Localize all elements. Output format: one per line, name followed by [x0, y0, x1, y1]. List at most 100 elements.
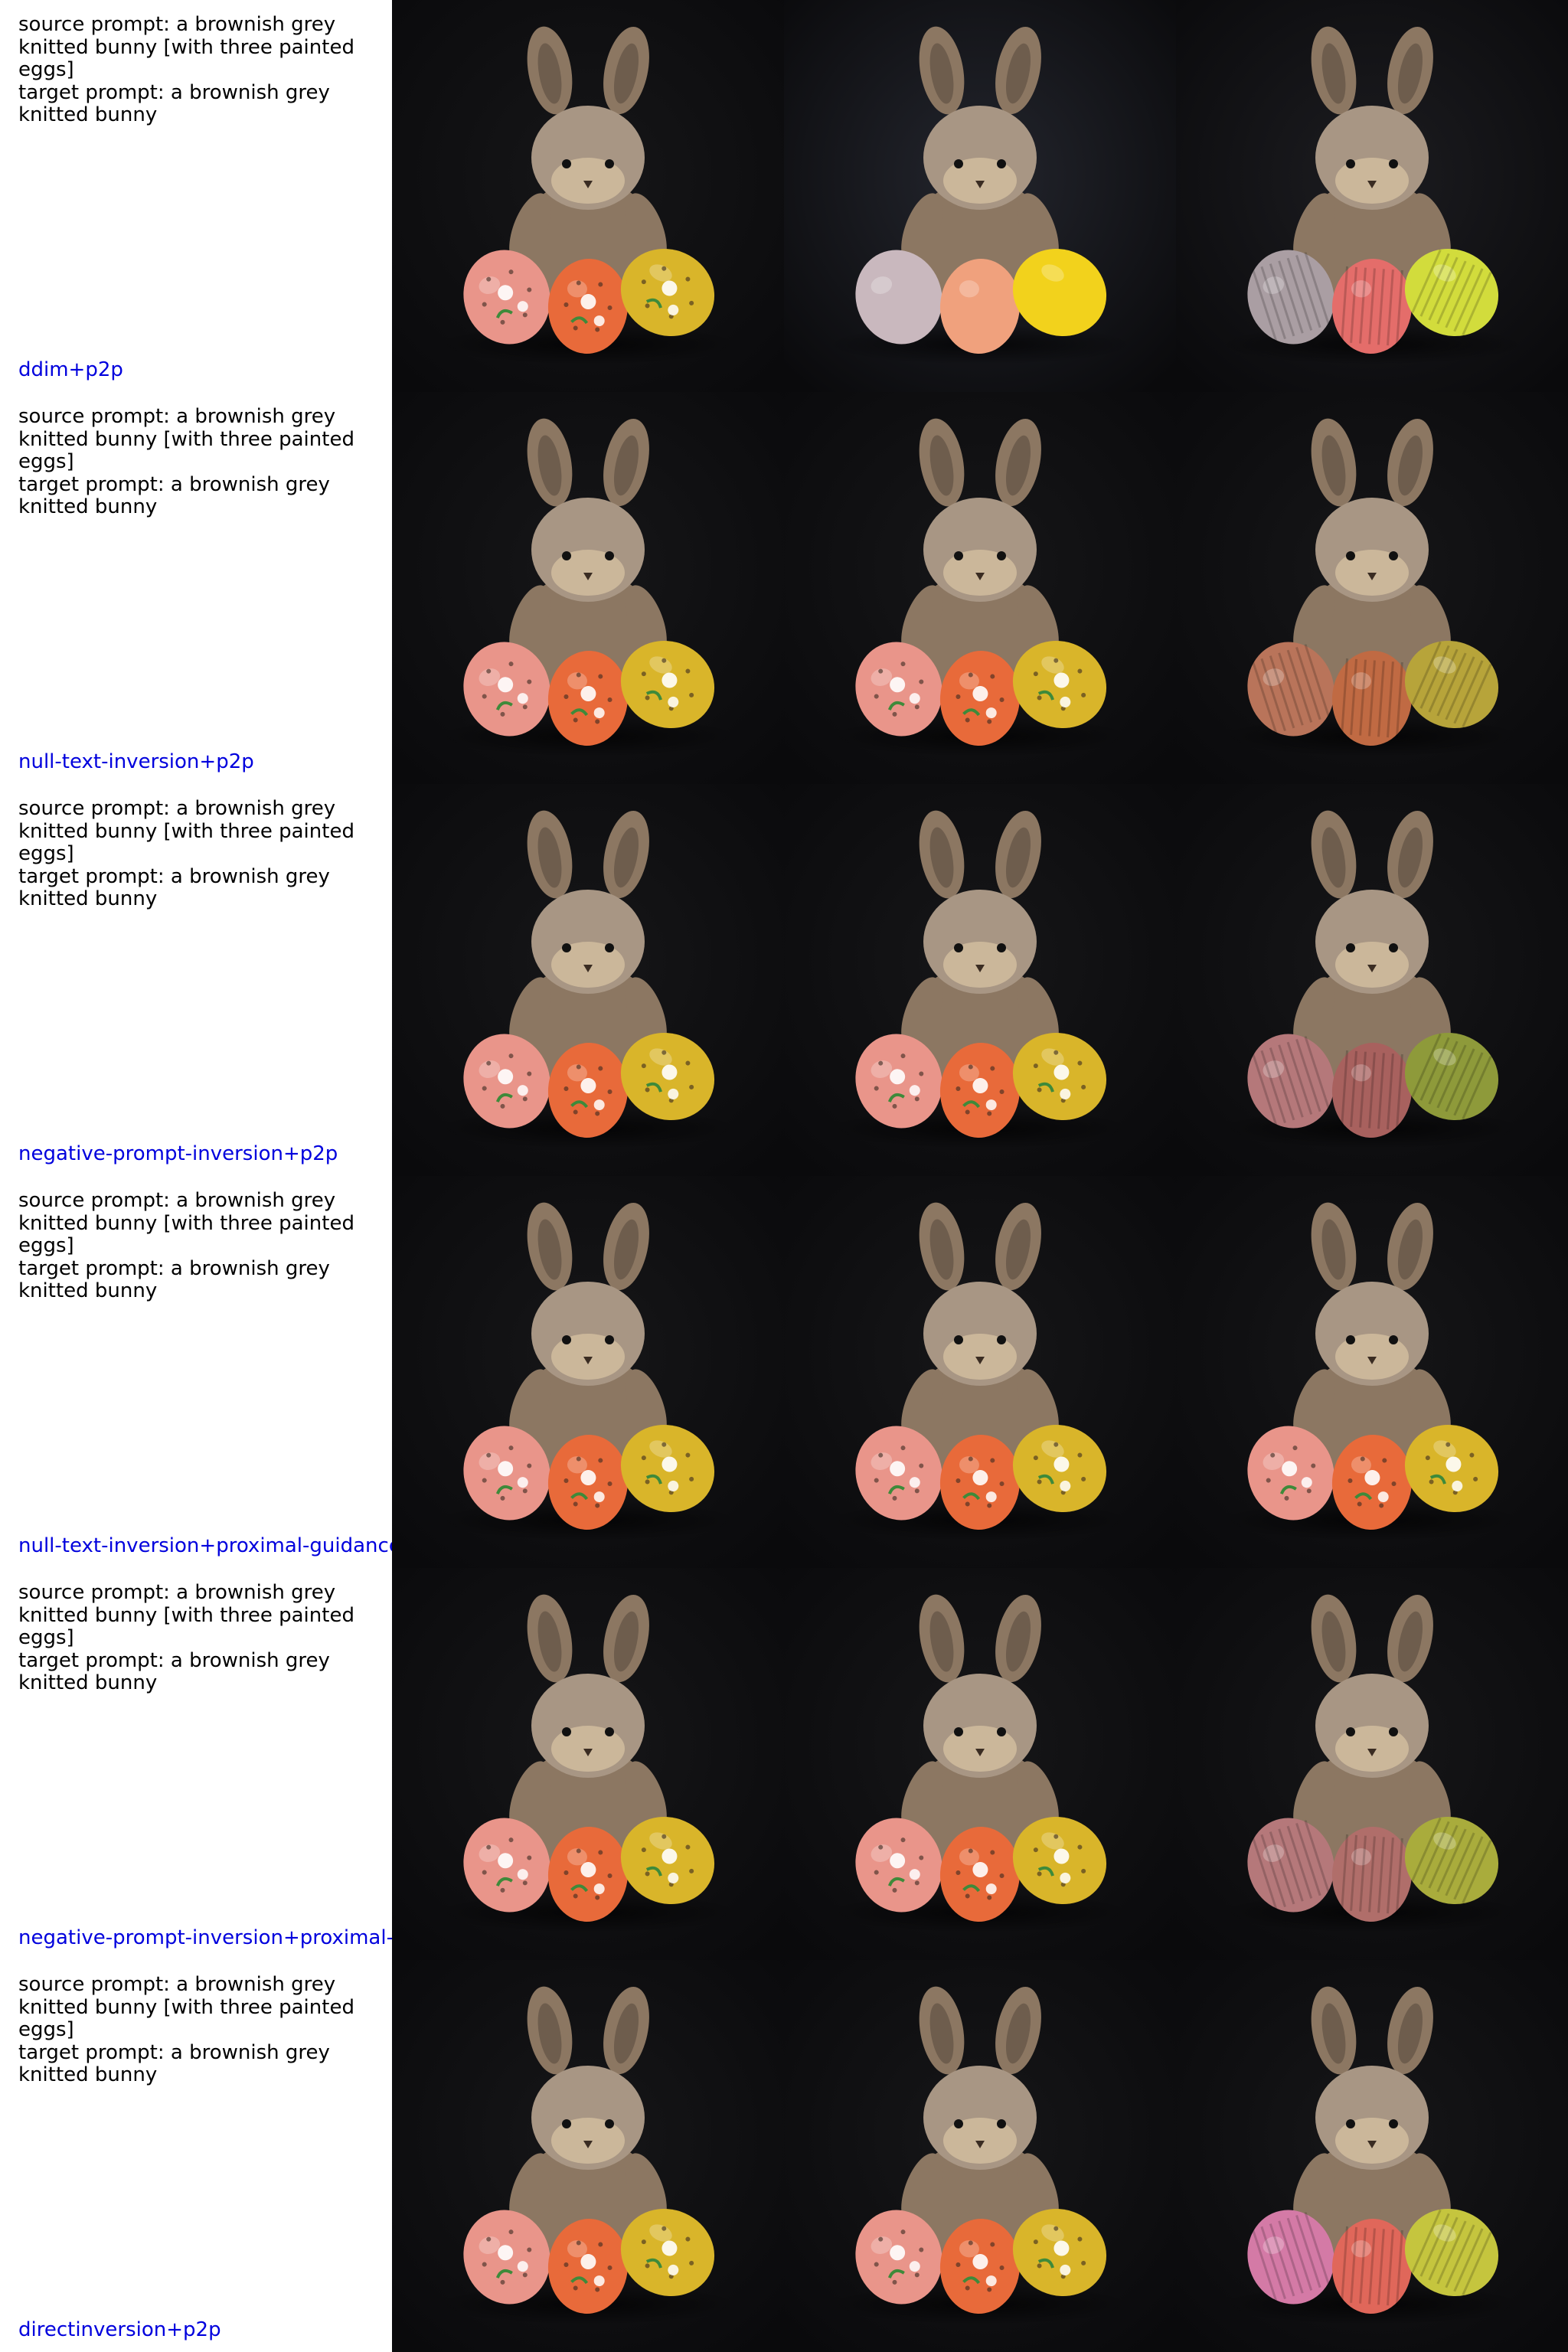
egg-shape — [855, 1818, 942, 1913]
bunny-illustration — [784, 1960, 1176, 2352]
bunny-illustration — [392, 1176, 784, 1568]
egg-shape — [1404, 1424, 1499, 1513]
row-label-panel: source prompt: a brownish grey knitted b… — [0, 784, 392, 1176]
egg-shape — [620, 248, 715, 337]
bunny-illustration — [392, 392, 784, 784]
prompt-text: source prompt: a brownish grey knitted b… — [18, 1581, 354, 1694]
egg-shape — [1331, 1435, 1413, 1530]
egg-shape — [1331, 1827, 1413, 1922]
bunny-illustration — [1176, 0, 1568, 392]
egg-shape — [939, 651, 1021, 746]
egg-shape — [547, 1827, 629, 1922]
egg-shape — [463, 1034, 550, 1129]
egg-shape — [463, 250, 550, 345]
egg-shape — [1247, 1818, 1334, 1913]
egg-shape — [939, 2219, 1021, 2314]
bunny-ears — [919, 1202, 1041, 1291]
egg-shape — [463, 642, 550, 737]
egg-shape — [1247, 642, 1334, 737]
egg-shape — [547, 1043, 629, 1138]
egg-shape — [1012, 1032, 1107, 1121]
egg-shape — [620, 1032, 715, 1121]
egg-shape — [463, 2210, 550, 2305]
result-row: source prompt: a brownish grey knitted b… — [0, 0, 1568, 392]
bunny-illustration — [392, 784, 784, 1176]
egg-shape — [1012, 1424, 1107, 1513]
bunny-illustration — [784, 784, 1176, 1176]
egg-shape — [939, 1435, 1021, 1530]
bunny-illustration — [1176, 1960, 1568, 2352]
bunny-illustration — [784, 1568, 1176, 1960]
row-label-panel: source prompt: a brownish grey knitted b… — [0, 1960, 392, 2352]
egg-shape — [1331, 651, 1413, 746]
method-label: directinversion+p2p — [18, 2318, 221, 2341]
result-image — [392, 1176, 784, 1568]
result-image — [1176, 784, 1568, 1176]
egg-shape — [1247, 1426, 1334, 1521]
result-row: source prompt: a brownish grey knitted b… — [0, 784, 1568, 1176]
bunny-illustration — [1176, 392, 1568, 784]
egg-shape — [620, 1424, 715, 1513]
bunny-ears — [1311, 1594, 1433, 1683]
result-image — [784, 1568, 1176, 1960]
bunny-ears — [919, 1594, 1041, 1683]
bunny-illustration — [784, 0, 1176, 392]
bunny-ears — [1311, 1986, 1433, 2075]
bunny-ears — [527, 26, 649, 115]
bunny-ears — [527, 418, 649, 507]
result-image — [392, 1568, 784, 1960]
row-label-panel: source prompt: a brownish grey knitted b… — [0, 0, 392, 392]
egg-shape — [1247, 1034, 1334, 1129]
bunny-illustration — [1176, 1568, 1568, 1960]
prompt-text: source prompt: a brownish grey knitted b… — [18, 405, 354, 518]
egg-shape — [855, 1034, 942, 1129]
egg-shape — [1331, 2219, 1413, 2314]
bunny-ears — [919, 1986, 1041, 2075]
prompt-text: source prompt: a brownish grey knitted b… — [18, 797, 354, 910]
bunny-ears — [1311, 810, 1433, 899]
bunny-ears — [919, 810, 1041, 899]
egg-shape — [1247, 250, 1334, 345]
egg-shape — [1404, 2208, 1499, 2297]
egg-shape — [1404, 1816, 1499, 1905]
egg-shape — [1012, 248, 1107, 337]
result-image — [392, 784, 784, 1176]
row-label-panel: source prompt: a brownish grey knitted b… — [0, 392, 392, 784]
egg-shape — [1404, 1032, 1499, 1121]
prompt-text: source prompt: a brownish grey knitted b… — [18, 13, 354, 126]
egg-shape — [620, 2208, 715, 2297]
egg-shape — [855, 250, 942, 345]
result-image — [1176, 392, 1568, 784]
result-row: source prompt: a brownish grey knitted b… — [0, 1568, 1568, 1960]
bunny-ears — [527, 1202, 649, 1291]
bunny-illustration — [1176, 1176, 1568, 1568]
row-label-panel: source prompt: a brownish grey knitted b… — [0, 1176, 392, 1568]
egg-shape — [855, 642, 942, 737]
result-image — [784, 392, 1176, 784]
bunny-ears — [527, 810, 649, 899]
egg-shape — [855, 2210, 942, 2305]
bunny-illustration — [392, 1960, 784, 2352]
bunny-illustration — [392, 1568, 784, 1960]
egg-shape — [547, 259, 629, 354]
result-image — [1176, 1176, 1568, 1568]
bunny-ears — [1311, 1202, 1433, 1291]
result-row: source prompt: a brownish grey knitted b… — [0, 1960, 1568, 2352]
result-image — [1176, 0, 1568, 392]
egg-shape — [547, 651, 629, 746]
egg-shape — [547, 1435, 629, 1530]
egg-shape — [939, 1043, 1021, 1138]
egg-shape — [939, 1827, 1021, 1922]
egg-shape — [855, 1426, 942, 1521]
bunny-ears — [527, 1986, 649, 2075]
egg-shape — [620, 1816, 715, 1905]
method-label: null-text-inversion+p2p — [18, 750, 254, 773]
bunny-illustration — [784, 392, 1176, 784]
egg-shape — [1404, 248, 1499, 337]
egg-shape — [1012, 640, 1107, 729]
result-image — [784, 1960, 1176, 2352]
prompt-text: source prompt: a brownish grey knitted b… — [18, 1189, 354, 1302]
result-image — [392, 1960, 784, 2352]
egg-shape — [939, 259, 1021, 354]
